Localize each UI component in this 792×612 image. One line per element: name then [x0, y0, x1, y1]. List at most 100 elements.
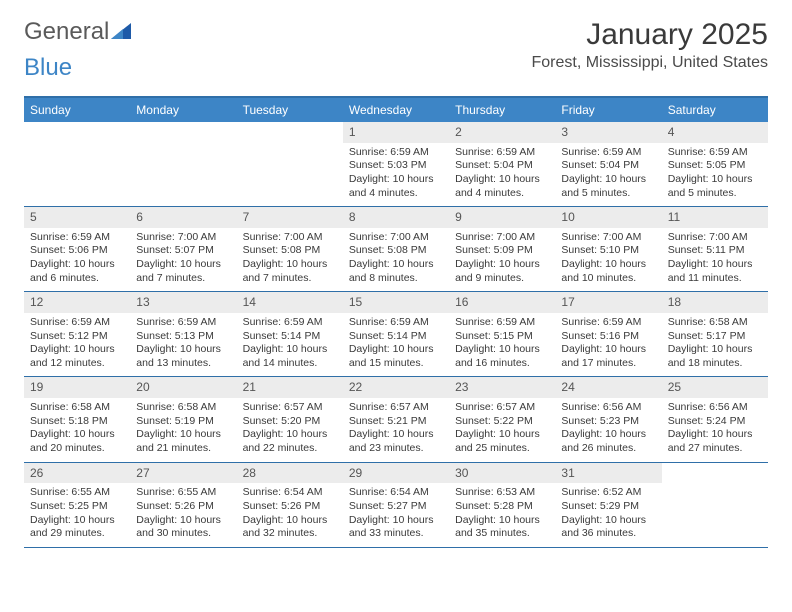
sunrise-text: Sunrise: 6:56 AM — [561, 401, 655, 415]
date-number: 1 — [343, 122, 449, 143]
day-details: Sunrise: 6:59 AMSunset: 5:15 PMDaylight:… — [449, 313, 555, 377]
title-block: January 2025 Forest, Mississippi, United… — [531, 18, 768, 72]
sunrise-text: Sunrise: 6:59 AM — [668, 146, 762, 160]
day-cell: 3Sunrise: 6:59 AMSunset: 5:04 PMDaylight… — [555, 122, 661, 206]
sunset-text: Sunset: 5:26 PM — [243, 500, 337, 514]
date-number: 8 — [343, 207, 449, 228]
date-number: 3 — [555, 122, 661, 143]
sunset-text: Sunset: 5:12 PM — [30, 330, 124, 344]
daylight-text: Daylight: 10 hours and 35 minutes. — [455, 514, 549, 541]
daylight-text: Daylight: 10 hours and 14 minutes. — [243, 343, 337, 370]
day-details: Sunrise: 7:00 AMSunset: 5:08 PMDaylight:… — [237, 228, 343, 292]
day-cell: 6Sunrise: 7:00 AMSunset: 5:07 PMDaylight… — [130, 207, 236, 291]
week-row: 5Sunrise: 6:59 AMSunset: 5:06 PMDaylight… — [24, 207, 768, 292]
date-number: 19 — [24, 377, 130, 398]
page-title: January 2025 — [531, 18, 768, 52]
sunrise-text: Sunrise: 6:59 AM — [349, 146, 443, 160]
date-number — [24, 122, 130, 143]
day-details: Sunrise: 6:59 AMSunset: 5:06 PMDaylight:… — [24, 228, 130, 292]
day-details — [237, 143, 343, 152]
day-cell: 21Sunrise: 6:57 AMSunset: 5:20 PMDayligh… — [237, 377, 343, 461]
sunrise-text: Sunrise: 6:57 AM — [455, 401, 549, 415]
daylight-text: Daylight: 10 hours and 18 minutes. — [668, 343, 762, 370]
daylight-text: Daylight: 10 hours and 16 minutes. — [455, 343, 549, 370]
sunrise-text: Sunrise: 7:00 AM — [349, 231, 443, 245]
sunset-text: Sunset: 5:14 PM — [243, 330, 337, 344]
daylight-text: Daylight: 10 hours and 22 minutes. — [243, 428, 337, 455]
day-details: Sunrise: 6:55 AMSunset: 5:26 PMDaylight:… — [130, 483, 236, 547]
day-cell: 10Sunrise: 7:00 AMSunset: 5:10 PMDayligh… — [555, 207, 661, 291]
daylight-text: Daylight: 10 hours and 15 minutes. — [349, 343, 443, 370]
week-row: 12Sunrise: 6:59 AMSunset: 5:12 PMDayligh… — [24, 292, 768, 377]
daylight-text: Daylight: 10 hours and 5 minutes. — [668, 173, 762, 200]
sunset-text: Sunset: 5:06 PM — [30, 244, 124, 258]
sunset-text: Sunset: 5:26 PM — [136, 500, 230, 514]
day-cell: 18Sunrise: 6:58 AMSunset: 5:17 PMDayligh… — [662, 292, 768, 376]
daylight-text: Daylight: 10 hours and 27 minutes. — [668, 428, 762, 455]
daylight-text: Daylight: 10 hours and 21 minutes. — [136, 428, 230, 455]
sunset-text: Sunset: 5:14 PM — [349, 330, 443, 344]
sunset-text: Sunset: 5:13 PM — [136, 330, 230, 344]
date-number: 4 — [662, 122, 768, 143]
sunrise-text: Sunrise: 6:58 AM — [668, 316, 762, 330]
sunset-text: Sunset: 5:23 PM — [561, 415, 655, 429]
date-number: 17 — [555, 292, 661, 313]
daylight-text: Daylight: 10 hours and 6 minutes. — [30, 258, 124, 285]
day-details — [24, 143, 130, 152]
daylight-text: Daylight: 10 hours and 4 minutes. — [349, 173, 443, 200]
sunset-text: Sunset: 5:08 PM — [243, 244, 337, 258]
date-number: 31 — [555, 463, 661, 484]
calendar: SundayMondayTuesdayWednesdayThursdayFrid… — [24, 96, 768, 548]
sunrise-text: Sunrise: 6:59 AM — [30, 231, 124, 245]
day-cell: 14Sunrise: 6:59 AMSunset: 5:14 PMDayligh… — [237, 292, 343, 376]
date-number: 24 — [555, 377, 661, 398]
sunrise-text: Sunrise: 6:54 AM — [243, 486, 337, 500]
location-label: Forest, Mississippi, United States — [531, 54, 768, 72]
day-cell: 26Sunrise: 6:55 AMSunset: 5:25 PMDayligh… — [24, 463, 130, 547]
sunrise-text: Sunrise: 6:59 AM — [455, 316, 549, 330]
day-cell: 11Sunrise: 7:00 AMSunset: 5:11 PMDayligh… — [662, 207, 768, 291]
date-number: 5 — [24, 207, 130, 228]
day-header: Saturday — [662, 98, 768, 122]
day-header: Tuesday — [237, 98, 343, 122]
sunset-text: Sunset: 5:16 PM — [561, 330, 655, 344]
day-details: Sunrise: 6:59 AMSunset: 5:03 PMDaylight:… — [343, 143, 449, 207]
day-cell: 2Sunrise: 6:59 AMSunset: 5:04 PMDaylight… — [449, 122, 555, 206]
sunrise-text: Sunrise: 7:00 AM — [561, 231, 655, 245]
sunrise-text: Sunrise: 7:00 AM — [136, 231, 230, 245]
day-details: Sunrise: 7:00 AMSunset: 5:11 PMDaylight:… — [662, 228, 768, 292]
day-cell: 19Sunrise: 6:58 AMSunset: 5:18 PMDayligh… — [24, 377, 130, 461]
day-details: Sunrise: 6:59 AMSunset: 5:13 PMDaylight:… — [130, 313, 236, 377]
daylight-text: Daylight: 10 hours and 32 minutes. — [243, 514, 337, 541]
day-cell: 4Sunrise: 6:59 AMSunset: 5:05 PMDaylight… — [662, 122, 768, 206]
day-cell — [130, 122, 236, 206]
logo: General Blue — [24, 18, 131, 82]
daylight-text: Daylight: 10 hours and 7 minutes. — [243, 258, 337, 285]
day-cell: 22Sunrise: 6:57 AMSunset: 5:21 PMDayligh… — [343, 377, 449, 461]
daylight-text: Daylight: 10 hours and 8 minutes. — [349, 258, 443, 285]
daylight-text: Daylight: 10 hours and 30 minutes. — [136, 514, 230, 541]
daylight-text: Daylight: 10 hours and 5 minutes. — [561, 173, 655, 200]
day-details: Sunrise: 6:59 AMSunset: 5:14 PMDaylight:… — [237, 313, 343, 377]
day-details: Sunrise: 6:59 AMSunset: 5:14 PMDaylight:… — [343, 313, 449, 377]
day-cell: 28Sunrise: 6:54 AMSunset: 5:26 PMDayligh… — [237, 463, 343, 547]
sunrise-text: Sunrise: 6:59 AM — [455, 146, 549, 160]
date-number: 9 — [449, 207, 555, 228]
day-cell: 15Sunrise: 6:59 AMSunset: 5:14 PMDayligh… — [343, 292, 449, 376]
date-number — [237, 122, 343, 143]
sunrise-text: Sunrise: 6:55 AM — [136, 486, 230, 500]
date-number: 30 — [449, 463, 555, 484]
day-details: Sunrise: 6:59 AMSunset: 5:04 PMDaylight:… — [449, 143, 555, 207]
sunrise-text: Sunrise: 6:58 AM — [30, 401, 124, 415]
date-number — [130, 122, 236, 143]
sunrise-text: Sunrise: 6:59 AM — [561, 146, 655, 160]
logo-part2: Blue — [24, 54, 72, 81]
sunrise-text: Sunrise: 7:00 AM — [668, 231, 762, 245]
day-cell: 7Sunrise: 7:00 AMSunset: 5:08 PMDaylight… — [237, 207, 343, 291]
day-details: Sunrise: 6:53 AMSunset: 5:28 PMDaylight:… — [449, 483, 555, 547]
day-details: Sunrise: 6:59 AMSunset: 5:04 PMDaylight:… — [555, 143, 661, 207]
day-cell: 17Sunrise: 6:59 AMSunset: 5:16 PMDayligh… — [555, 292, 661, 376]
sunrise-text: Sunrise: 6:59 AM — [561, 316, 655, 330]
date-number: 20 — [130, 377, 236, 398]
day-cell — [24, 122, 130, 206]
